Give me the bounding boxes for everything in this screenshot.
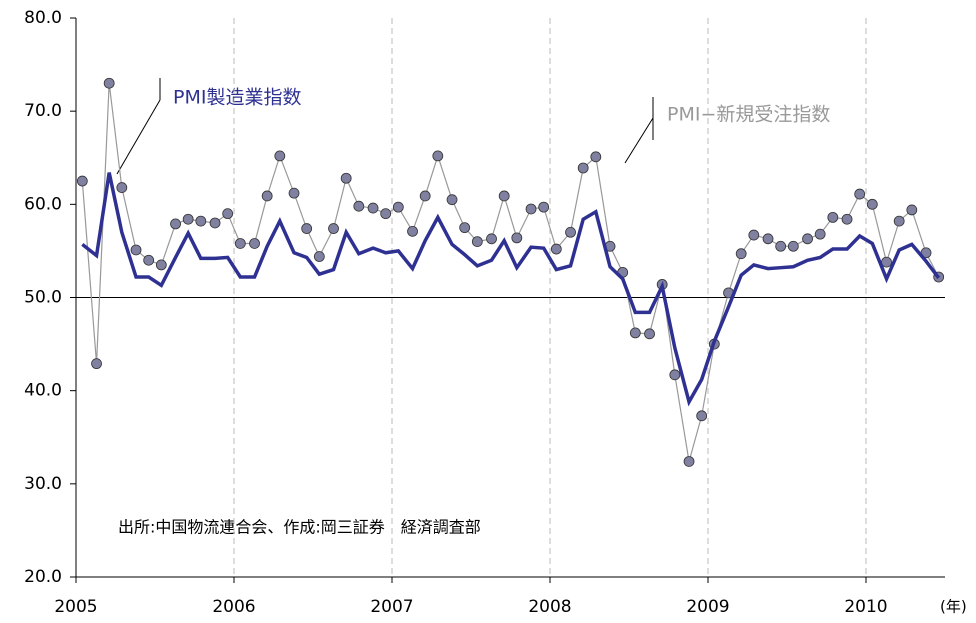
data-point bbox=[696, 410, 708, 422]
data-point bbox=[802, 233, 813, 245]
data-point bbox=[787, 240, 799, 252]
data-point bbox=[301, 223, 313, 234]
data-point bbox=[577, 162, 589, 174]
x-tick-label: 2008 bbox=[528, 597, 571, 617]
data-point bbox=[367, 202, 379, 214]
source-note: 出所:中国物流連合会、作成:岡三証券 経済調査部 bbox=[118, 518, 481, 537]
data-point bbox=[170, 218, 181, 230]
data-point bbox=[195, 215, 207, 227]
data-point bbox=[498, 190, 510, 202]
data-point bbox=[748, 229, 760, 241]
data-point bbox=[841, 213, 853, 225]
x-tick-label: 2009 bbox=[686, 597, 729, 617]
data-point bbox=[222, 208, 234, 220]
leader bbox=[624, 117, 654, 164]
x-unit: (年) bbox=[940, 598, 967, 616]
data-point bbox=[683, 456, 695, 467]
x-tick-label: 2005 bbox=[54, 597, 97, 617]
series-line bbox=[81, 172, 941, 407]
data-point bbox=[854, 188, 866, 200]
data-point bbox=[313, 251, 325, 262]
data-point bbox=[550, 243, 562, 255]
data-point bbox=[209, 217, 221, 229]
data-point bbox=[392, 201, 404, 213]
data-point bbox=[274, 150, 286, 162]
y-tick-label: 40.0 bbox=[24, 381, 62, 401]
data-point bbox=[827, 211, 839, 223]
data-point bbox=[814, 228, 826, 240]
data-point bbox=[116, 182, 128, 193]
data-point bbox=[459, 222, 471, 234]
data-point bbox=[234, 238, 246, 249]
data-point bbox=[525, 203, 537, 215]
data-point bbox=[182, 213, 194, 225]
y-tick-label: 20.0 bbox=[24, 567, 62, 587]
data-point bbox=[288, 187, 300, 199]
x-tick-label: 2007 bbox=[370, 597, 413, 617]
y-tick-label: 70.0 bbox=[24, 101, 62, 121]
data-point bbox=[893, 215, 905, 227]
series-line bbox=[81, 83, 940, 462]
data-point bbox=[432, 150, 444, 162]
data-point bbox=[155, 259, 167, 271]
y-tick-label: 30.0 bbox=[24, 474, 62, 494]
data-point bbox=[103, 77, 115, 89]
data-point bbox=[261, 190, 273, 202]
data-point bbox=[340, 172, 352, 184]
data-point bbox=[419, 190, 431, 202]
data-point bbox=[538, 201, 550, 213]
series-label: PMI−新規受注指数 bbox=[667, 104, 830, 126]
data-point bbox=[130, 244, 142, 256]
data-point bbox=[76, 175, 88, 187]
data-point bbox=[380, 208, 392, 220]
leader bbox=[116, 99, 161, 175]
y-tick-label: 50.0 bbox=[24, 288, 62, 308]
y-tick-label: 80.0 bbox=[24, 8, 62, 28]
data-point bbox=[735, 248, 747, 260]
data-point bbox=[775, 240, 787, 252]
x-tick-label: 2010 bbox=[844, 597, 887, 617]
data-point bbox=[644, 328, 655, 340]
data-point bbox=[407, 225, 418, 237]
data-point bbox=[906, 204, 918, 216]
data-point bbox=[565, 226, 576, 238]
data-point bbox=[143, 254, 155, 266]
data-point bbox=[91, 358, 102, 370]
data-point bbox=[590, 151, 602, 163]
data-point bbox=[511, 232, 523, 244]
data-point bbox=[471, 236, 483, 248]
data-point bbox=[762, 233, 774, 245]
data-point bbox=[486, 233, 497, 245]
data-point bbox=[328, 223, 339, 234]
data-point bbox=[446, 194, 458, 206]
x-tick-label: 2006 bbox=[212, 597, 255, 617]
series-label: PMI製造業指数 bbox=[173, 87, 301, 109]
data-point bbox=[249, 238, 260, 249]
data-point bbox=[866, 198, 878, 210]
data-point bbox=[629, 327, 641, 339]
data-point bbox=[353, 200, 365, 212]
data-point bbox=[669, 369, 681, 381]
y-tick-label: 60.0 bbox=[24, 194, 62, 214]
